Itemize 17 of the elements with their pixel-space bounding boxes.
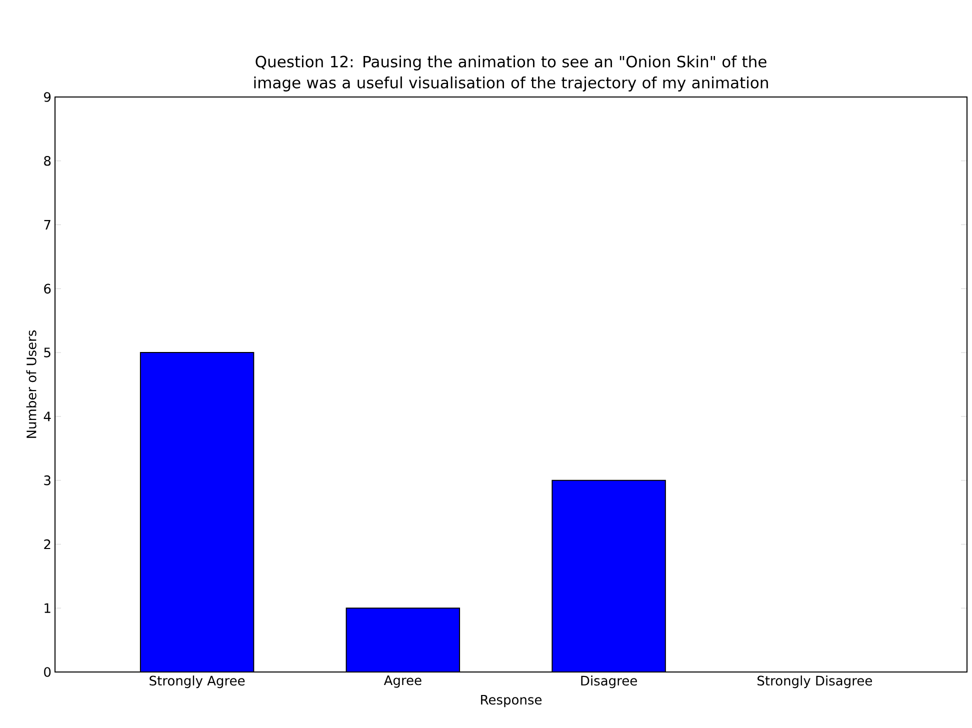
y-tick-label: 3 — [44, 475, 50, 486]
y-tick-label: 4 — [44, 412, 51, 422]
y-tick-label: 7 — [44, 220, 50, 230]
y-tick-label: 5 — [44, 348, 50, 358]
x-tick-label: Agree — [384, 676, 422, 688]
x-tick-label: Strongly Disagree — [758, 676, 872, 688]
y-tick-label: 0 — [44, 667, 51, 677]
y-tick-label: 6 — [44, 284, 51, 294]
x-tick-label: Strongly Agree — [150, 676, 245, 688]
chart-title: Question 12: Pausing the animation to see an "Onion Skin" of the image was a useful visualisation of the trajectory of my animation — [254, 55, 768, 92]
y-tick-label: 2 — [44, 539, 50, 550]
y-axis-title: Number of Users — [26, 330, 36, 438]
y-tick-label: 1 — [44, 603, 50, 613]
x-tick-label: Disagree — [581, 676, 637, 688]
x-axis-title: Response — [481, 694, 542, 708]
y-tick-label: 8 — [44, 156, 51, 166]
y-tick-label: 9 — [44, 92, 51, 102]
